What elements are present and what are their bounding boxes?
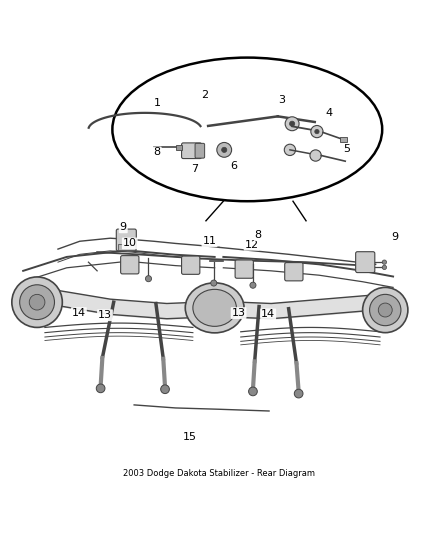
Text: 7: 7 <box>191 164 198 174</box>
FancyBboxPatch shape <box>340 137 347 142</box>
Circle shape <box>284 144 296 156</box>
Circle shape <box>211 280 217 286</box>
FancyBboxPatch shape <box>285 263 303 281</box>
Text: 12: 12 <box>244 240 259 250</box>
Text: 13: 13 <box>98 310 112 320</box>
Circle shape <box>370 294 401 326</box>
Circle shape <box>378 303 392 317</box>
Text: 14: 14 <box>261 309 275 319</box>
Circle shape <box>290 121 295 126</box>
Text: 1: 1 <box>154 98 161 108</box>
FancyBboxPatch shape <box>235 260 253 278</box>
Text: 9: 9 <box>120 222 127 232</box>
Circle shape <box>315 130 319 134</box>
Circle shape <box>310 150 321 161</box>
FancyBboxPatch shape <box>120 256 139 274</box>
FancyBboxPatch shape <box>182 256 200 274</box>
Text: 2: 2 <box>201 91 208 100</box>
Text: 3: 3 <box>279 95 286 105</box>
Circle shape <box>285 117 299 131</box>
Text: 8: 8 <box>254 230 262 240</box>
Text: 11: 11 <box>202 236 216 246</box>
FancyBboxPatch shape <box>176 145 182 150</box>
Circle shape <box>96 384 105 393</box>
Circle shape <box>222 147 227 152</box>
Text: 10: 10 <box>123 238 137 248</box>
FancyBboxPatch shape <box>182 143 201 158</box>
Text: 5: 5 <box>343 144 350 154</box>
Circle shape <box>29 294 45 310</box>
FancyBboxPatch shape <box>116 229 136 251</box>
Circle shape <box>250 282 256 288</box>
FancyBboxPatch shape <box>195 143 205 158</box>
Ellipse shape <box>193 289 237 326</box>
Circle shape <box>145 276 152 282</box>
Text: 8: 8 <box>154 148 161 157</box>
Circle shape <box>161 385 170 393</box>
Ellipse shape <box>185 283 244 333</box>
Circle shape <box>382 260 387 264</box>
Circle shape <box>12 277 62 327</box>
Circle shape <box>363 287 408 333</box>
Text: 15: 15 <box>182 432 196 442</box>
Text: 9: 9 <box>392 232 399 242</box>
Text: 4: 4 <box>325 108 333 118</box>
Text: 2003 Dodge Dakota Stabilizer - Rear Diagram: 2003 Dodge Dakota Stabilizer - Rear Diag… <box>123 469 315 478</box>
Circle shape <box>217 142 232 157</box>
Circle shape <box>382 265 387 270</box>
Text: 14: 14 <box>72 308 86 318</box>
Circle shape <box>311 125 323 138</box>
FancyBboxPatch shape <box>117 244 135 249</box>
Text: 6: 6 <box>230 161 237 172</box>
FancyBboxPatch shape <box>356 252 375 272</box>
Circle shape <box>249 387 257 396</box>
Text: 13: 13 <box>232 308 246 318</box>
Circle shape <box>294 389 303 398</box>
Circle shape <box>20 285 54 320</box>
